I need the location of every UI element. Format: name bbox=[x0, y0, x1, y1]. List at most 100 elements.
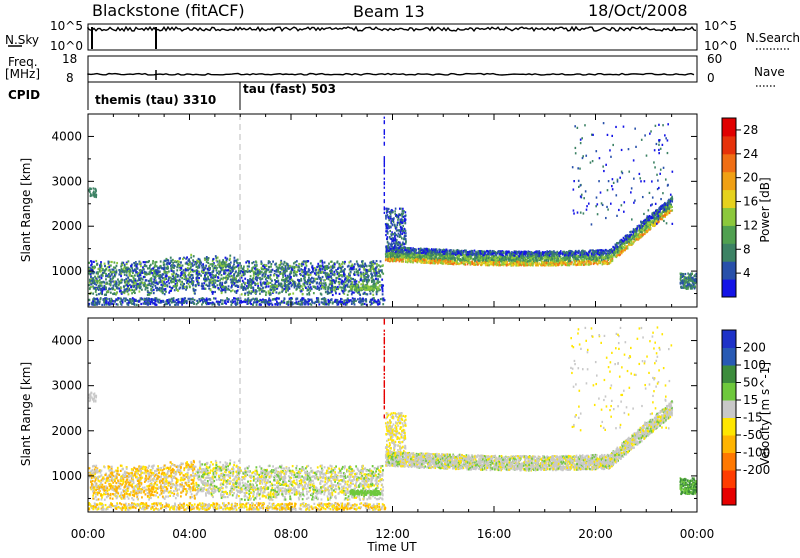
data-cell bbox=[176, 266, 178, 268]
data-cell bbox=[294, 261, 296, 263]
data-cell bbox=[172, 262, 174, 264]
data-cell bbox=[164, 293, 166, 295]
data-cell bbox=[176, 269, 178, 271]
data-cell bbox=[234, 259, 236, 261]
data-cell bbox=[257, 274, 259, 276]
data-cell bbox=[185, 268, 187, 270]
data-cell bbox=[118, 297, 120, 299]
data-cell bbox=[351, 268, 353, 270]
data-cell bbox=[157, 267, 159, 269]
data-cell bbox=[147, 267, 149, 269]
data-cell bbox=[180, 283, 182, 285]
data-cell bbox=[204, 259, 206, 261]
data-cell bbox=[218, 304, 220, 306]
data-cell bbox=[193, 255, 195, 257]
data-cell bbox=[113, 281, 115, 283]
data-cell bbox=[133, 262, 135, 264]
data-cell bbox=[214, 291, 216, 293]
data-cell bbox=[248, 265, 250, 267]
data-cell bbox=[189, 261, 191, 263]
data-cell bbox=[375, 278, 377, 280]
data-cell bbox=[164, 271, 166, 273]
data-cell bbox=[102, 287, 104, 289]
data-cell bbox=[217, 287, 219, 289]
data-cell bbox=[343, 288, 345, 290]
data-cell bbox=[202, 297, 204, 299]
data-cell bbox=[183, 283, 185, 285]
data-cell bbox=[355, 268, 357, 270]
data-cell bbox=[302, 288, 304, 290]
data-cell bbox=[167, 260, 169, 262]
data-cell bbox=[166, 268, 168, 270]
data-cell bbox=[91, 280, 93, 282]
data-cell bbox=[140, 303, 142, 305]
data-cell bbox=[126, 302, 128, 304]
data-cell bbox=[305, 262, 307, 264]
data-cell bbox=[236, 281, 238, 283]
data-cell bbox=[108, 269, 110, 271]
data-cell bbox=[362, 273, 364, 275]
data-cell bbox=[343, 272, 345, 274]
data-cell bbox=[178, 298, 180, 300]
data-cell bbox=[300, 290, 302, 292]
data-cell bbox=[105, 269, 107, 271]
nsky-tick-bottom: 10^0 bbox=[50, 39, 83, 53]
data-cell bbox=[230, 304, 232, 306]
data-cell bbox=[248, 282, 250, 284]
data-cell bbox=[334, 300, 336, 302]
data-cell bbox=[98, 293, 100, 295]
data-cell bbox=[148, 293, 150, 295]
data-cell bbox=[152, 260, 154, 262]
data-cell bbox=[96, 280, 98, 282]
data-cell bbox=[212, 265, 214, 267]
data-cell bbox=[132, 289, 134, 291]
data-cell bbox=[119, 290, 121, 292]
data-cell bbox=[382, 290, 384, 292]
data-cell bbox=[661, 218, 663, 220]
data-cell bbox=[168, 282, 170, 284]
data-cell bbox=[215, 255, 217, 257]
data-cell bbox=[314, 302, 316, 304]
data-cell bbox=[192, 277, 194, 279]
data-cell bbox=[332, 279, 334, 281]
data-cell bbox=[120, 297, 122, 299]
data-cell bbox=[380, 260, 382, 262]
data-cell bbox=[359, 294, 361, 296]
data-cell bbox=[376, 265, 378, 267]
data-cell bbox=[274, 263, 276, 265]
data-cell bbox=[100, 292, 102, 294]
data-cell bbox=[327, 290, 329, 292]
data-cell bbox=[344, 262, 346, 264]
data-cell bbox=[304, 267, 306, 269]
data-cell bbox=[121, 262, 123, 264]
data-cell bbox=[353, 291, 355, 293]
data-cell bbox=[104, 294, 106, 296]
data-cell bbox=[250, 303, 252, 305]
data-cell bbox=[144, 282, 146, 284]
data-cell bbox=[253, 289, 255, 291]
data-cell bbox=[308, 268, 310, 270]
date-title: 18/Oct/2008 bbox=[588, 1, 688, 20]
data-cell bbox=[173, 271, 175, 273]
data-cell bbox=[149, 280, 151, 282]
data-cell bbox=[160, 300, 162, 302]
data-cell bbox=[126, 274, 128, 276]
data-cell bbox=[163, 301, 165, 303]
data-cell bbox=[325, 291, 327, 293]
data-cell bbox=[156, 273, 158, 275]
data-cell bbox=[208, 265, 210, 267]
data-cell bbox=[270, 302, 272, 304]
data-cell bbox=[233, 263, 235, 265]
data-cell bbox=[174, 301, 176, 303]
data-cell bbox=[165, 260, 167, 262]
data-cell bbox=[298, 302, 300, 304]
nsearch-label: N.Search bbox=[746, 31, 800, 45]
data-cell bbox=[300, 279, 302, 281]
data-cell bbox=[192, 281, 194, 283]
data-cell bbox=[257, 271, 259, 273]
data-cell bbox=[198, 266, 200, 268]
data-cell bbox=[330, 281, 332, 283]
data-cell bbox=[117, 304, 119, 306]
data-cell bbox=[210, 289, 212, 291]
data-cell bbox=[330, 275, 332, 277]
